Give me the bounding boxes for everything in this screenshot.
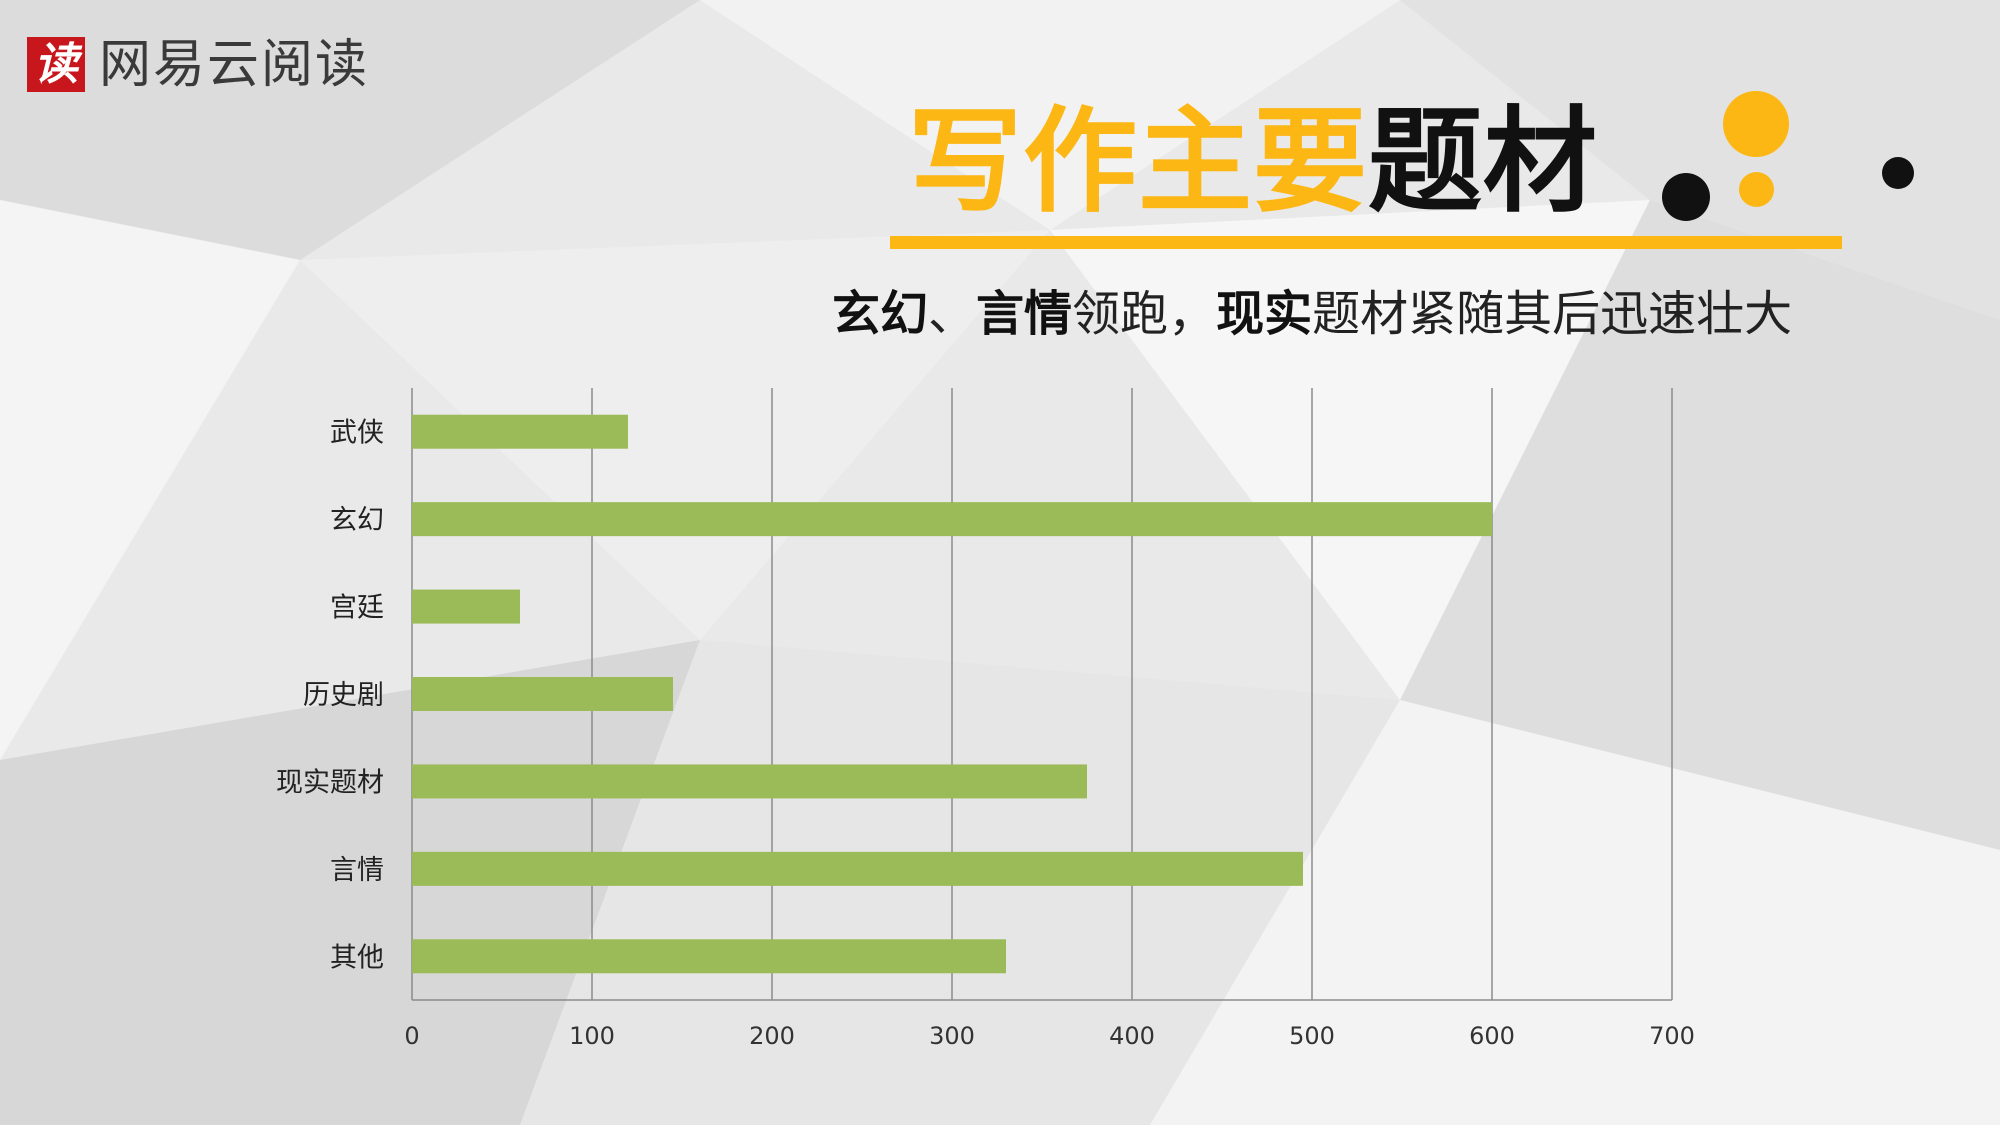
decorative-dot-yellow-large <box>1723 91 1789 157</box>
bar <box>412 677 673 711</box>
title-highlight: 写作主要 <box>908 95 1369 228</box>
x-tick-label: 0 <box>404 1022 419 1050</box>
title-rest: 题材 <box>1368 95 1599 228</box>
decorative-dot-yellow-small <box>1739 172 1774 207</box>
x-tick-label: 200 <box>749 1022 795 1050</box>
category-label: 其他 <box>330 942 384 973</box>
category-label: 现实题材 <box>276 767 384 798</box>
category-label: 玄幻 <box>330 505 384 536</box>
category-label: 历史剧 <box>303 680 384 711</box>
x-tick-label: 500 <box>1289 1022 1335 1050</box>
subtitle-part6: 题材紧随其后迅速壮大 <box>1312 286 1793 342</box>
bar <box>412 764 1087 799</box>
decorative-dot-black <box>1662 173 1710 221</box>
x-tick-label: 300 <box>929 1022 975 1050</box>
category-label: 言情 <box>330 855 384 886</box>
subtitle-part1: 玄幻 <box>832 286 929 342</box>
subtitle-part2: 、 <box>928 286 977 342</box>
bar <box>412 502 1492 537</box>
subtitle-part5: 现实 <box>1216 286 1313 342</box>
category-label: 武侠 <box>330 418 384 449</box>
subtitle-part4: 领跑， <box>1072 286 1217 342</box>
x-tick-label: 700 <box>1649 1022 1695 1050</box>
brand-name: 网易云阅读 <box>99 34 370 95</box>
x-tick-label: 400 <box>1109 1022 1155 1050</box>
title-underline <box>890 236 1842 249</box>
bar <box>412 414 628 449</box>
page-title: 写作主要题材 <box>908 105 1598 219</box>
subtitle-part3: 言情 <box>976 286 1073 342</box>
x-tick-label: 600 <box>1469 1022 1515 1050</box>
subtitle: 玄幻、言情领跑，现实题材紧随其后迅速壮大 <box>832 290 1792 338</box>
brand-mark-icon: 读 <box>27 37 85 92</box>
bar <box>412 851 1303 886</box>
bar <box>412 939 1006 974</box>
x-tick-label: 100 <box>569 1022 615 1050</box>
category-label: 宫廷 <box>330 593 384 624</box>
brand-logo: 读 网易云阅读 <box>27 37 369 92</box>
bar <box>412 589 520 624</box>
decorative-dot-black-small <box>1882 157 1914 189</box>
